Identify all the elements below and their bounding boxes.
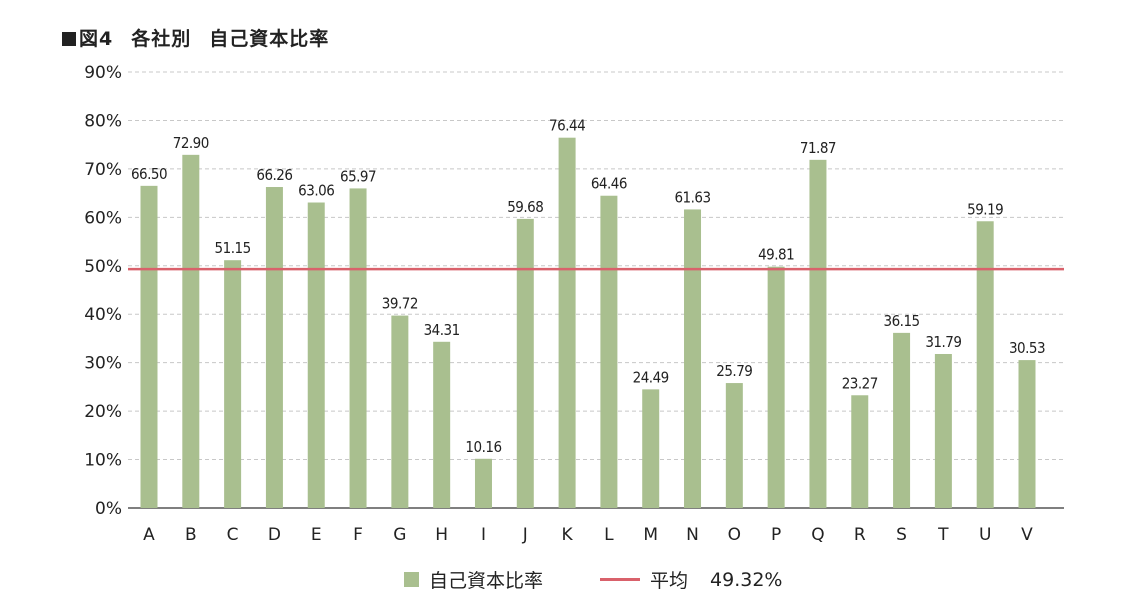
bar <box>934 353 952 508</box>
bar <box>725 383 743 508</box>
y-tick-label: 70% <box>84 160 122 180</box>
data-label: 64.46 <box>591 175 627 193</box>
legend-average-label: 平均 <box>650 570 689 592</box>
data-label: 36.15 <box>884 312 920 330</box>
x-tick-label: N <box>686 525 699 545</box>
x-tick-label: I <box>481 525 486 545</box>
y-tick-label: 60% <box>84 208 122 228</box>
bar <box>140 185 158 508</box>
bar <box>642 389 660 508</box>
x-tick-label: R <box>854 525 866 545</box>
bar <box>893 332 911 508</box>
x-tick-label: D <box>268 525 281 545</box>
data-label: 49.81 <box>758 246 794 264</box>
chart-title: 図4 各社別 自己資本比率 <box>62 24 329 51</box>
y-tick-label: 40% <box>84 305 122 325</box>
legend-swatch <box>404 572 419 587</box>
x-tick-label: A <box>143 525 155 545</box>
data-label: 66.50 <box>131 165 167 183</box>
x-tick-label: L <box>604 525 614 545</box>
bar <box>600 195 618 508</box>
y-tick-label: 20% <box>84 402 122 422</box>
legend-series-label: 自己資本比率 <box>429 570 544 592</box>
title-prefix: 図4 <box>79 28 114 50</box>
bar <box>851 395 869 508</box>
title-square-icon <box>62 32 76 46</box>
data-label: 24.49 <box>633 368 669 386</box>
legend-average-line <box>600 578 640 581</box>
data-label: 51.15 <box>215 239 251 257</box>
x-tick-label: F <box>353 525 363 545</box>
x-tick-label: Q <box>811 525 824 545</box>
bar <box>433 341 451 508</box>
data-label: 59.19 <box>967 200 1003 218</box>
x-tick-label: T <box>937 525 949 545</box>
y-tick-label: 0% <box>95 499 122 519</box>
bar <box>516 218 534 509</box>
bar <box>349 188 367 509</box>
x-tick-label: U <box>979 525 991 545</box>
bar <box>474 458 492 508</box>
data-label: 71.87 <box>800 139 836 157</box>
data-label: 39.72 <box>382 295 418 313</box>
data-label: 76.44 <box>549 117 585 135</box>
data-label: 10.16 <box>465 438 501 456</box>
x-tick-label: S <box>896 525 907 545</box>
data-label: 61.63 <box>674 188 710 206</box>
bar <box>809 159 827 508</box>
x-tick-label: J <box>522 525 528 545</box>
bar <box>224 260 242 508</box>
data-label: 72.90 <box>173 134 209 152</box>
x-tick-label: V <box>1021 525 1033 545</box>
legend-average-value: 49.32% <box>710 568 783 591</box>
legend-item-series: 自己資本比率 <box>404 566 543 593</box>
bar <box>391 315 409 508</box>
bar <box>307 202 325 508</box>
title-main: 各社別 <box>131 28 192 50</box>
x-tick-label: M <box>643 525 658 545</box>
bar <box>1018 360 1036 508</box>
y-tick-label: 30% <box>84 354 122 374</box>
data-label: 30.53 <box>1009 339 1045 357</box>
data-label: 59.68 <box>507 198 543 216</box>
legend: 自己資本比率 平均 49.32% <box>0 566 1123 596</box>
x-tick-label: H <box>435 525 448 545</box>
x-tick-label: G <box>393 525 406 545</box>
bar <box>182 154 200 508</box>
bar <box>767 266 785 508</box>
data-label: 66.26 <box>256 166 292 184</box>
x-tick-label: K <box>562 525 574 545</box>
legend-item-average: 平均 49.32% <box>600 566 782 593</box>
data-label: 34.31 <box>424 321 460 339</box>
data-label: 63.06 <box>298 182 334 200</box>
x-tick-label: P <box>771 525 781 545</box>
data-label: 65.97 <box>340 167 376 185</box>
x-tick-label: E <box>311 525 322 545</box>
bar <box>558 137 576 508</box>
bar <box>684 209 702 508</box>
title-sub: 自己資本比率 <box>209 28 330 50</box>
y-tick-label: 80% <box>84 111 122 131</box>
data-label: 23.27 <box>842 374 878 392</box>
data-label: 31.79 <box>925 333 961 351</box>
x-tick-label: B <box>185 525 197 545</box>
bar <box>265 187 283 508</box>
bar <box>976 221 994 509</box>
x-tick-label: O <box>728 525 741 545</box>
x-tick-label: C <box>227 525 239 545</box>
data-label: 25.79 <box>716 362 752 380</box>
y-tick-label: 10% <box>84 451 122 471</box>
y-tick-label: 50% <box>84 257 122 277</box>
y-tick-label: 90% <box>84 63 122 83</box>
